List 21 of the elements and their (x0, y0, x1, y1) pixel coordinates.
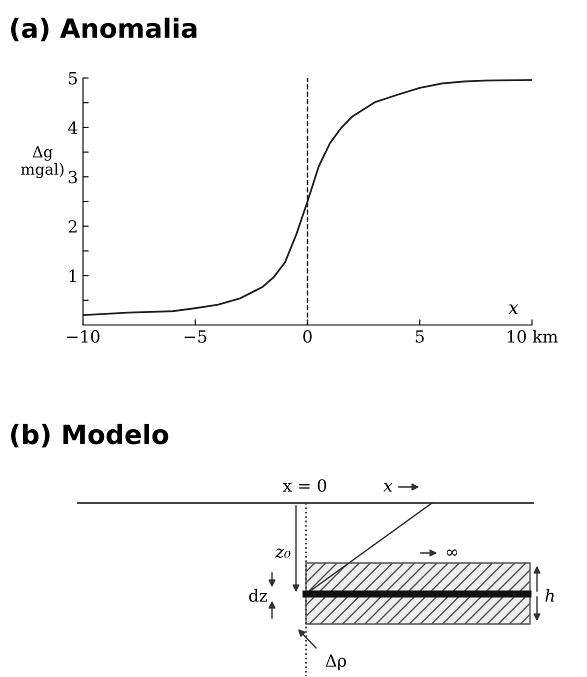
x-axis-title: x (508, 304, 518, 314)
text: Δρ (326, 654, 346, 670)
text: x = 0 (282, 479, 326, 492)
y-tick-label: 3 (68, 170, 77, 184)
y-tick-label: 1 (70, 270, 76, 282)
chart-title: (a) Anomalia (11, 18, 196, 42)
y-tick-label: 5 (68, 72, 77, 85)
x-tick-label: −5 (184, 330, 206, 343)
text: (b) Modelo (11, 424, 168, 448)
text: ∞ (446, 549, 458, 556)
y-tick-label: 4 (68, 121, 78, 134)
text: z₀ (275, 548, 290, 558)
x-tick-label: 5 (416, 330, 424, 343)
text: h (545, 588, 554, 602)
y-axis-title: Δg mgal) (21, 146, 64, 178)
x-tick-label: −10 (67, 330, 100, 343)
x-tick-label: 0 (303, 330, 312, 343)
text: x (383, 482, 392, 492)
text: dz (249, 588, 268, 602)
y-tick-label: 2 (68, 220, 77, 233)
x-tick-label: 10 km (508, 330, 558, 343)
